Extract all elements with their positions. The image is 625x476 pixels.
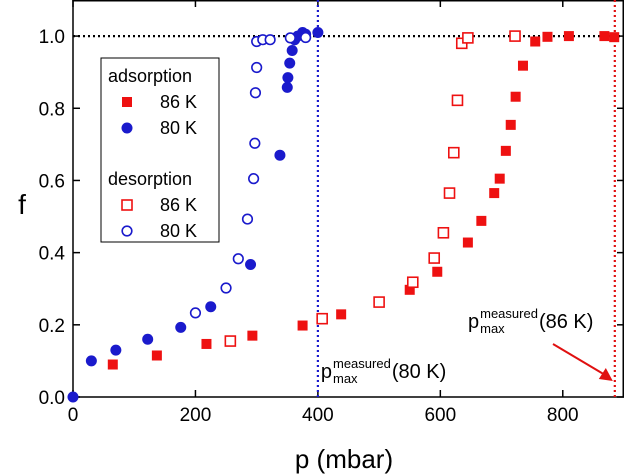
annotation-text: p (468, 311, 479, 333)
data-point (406, 276, 419, 289)
data-point (121, 199, 133, 211)
data-point (609, 32, 620, 43)
data-point (494, 173, 505, 184)
legend-label: 80 K (160, 221, 197, 241)
data-point (205, 301, 217, 313)
data-point (509, 30, 521, 42)
data-point (247, 330, 258, 341)
y-tick-label: 0.4 (39, 244, 66, 265)
data-point (248, 173, 260, 185)
data-point (517, 60, 528, 71)
data-point (85, 355, 97, 367)
data-point (462, 237, 473, 248)
data-point (510, 91, 521, 102)
data-point (505, 119, 516, 130)
data-point (274, 149, 286, 161)
data-point (142, 333, 154, 345)
data-point (297, 320, 308, 331)
annotation-sup: measured (480, 306, 538, 321)
x-tick-label: 200 (180, 405, 212, 426)
data-point (336, 309, 347, 320)
data-point (175, 321, 187, 333)
annotation-sub: max (333, 371, 358, 386)
y-axis-label: f (18, 189, 26, 220)
data-point (249, 137, 261, 149)
annotation-text: p (321, 361, 332, 383)
x-tick-label: 0 (68, 405, 79, 426)
data-point (201, 338, 212, 349)
data-point (121, 122, 133, 134)
x-tick-label: 800 (547, 405, 579, 426)
data-point (251, 61, 263, 74)
y-tick-label: 0.2 (39, 316, 65, 337)
data-point (462, 32, 474, 44)
data-point (316, 312, 328, 325)
data-point (443, 187, 456, 199)
data-point (599, 31, 610, 42)
data-point (282, 72, 294, 84)
y-tick-label: 1.0 (39, 27, 65, 48)
data-point (476, 215, 487, 226)
data-point (122, 97, 132, 107)
data-point (67, 391, 79, 403)
data-point (489, 188, 500, 199)
annotation-arrow (552, 343, 608, 377)
data-point (542, 31, 553, 42)
data-point (404, 284, 415, 295)
data-point (373, 296, 385, 308)
x-axis-label: p (mbar) (295, 444, 393, 474)
y-tick-label: 0.0 (39, 388, 65, 409)
data-point (189, 307, 202, 319)
data-point (224, 335, 237, 347)
data-point (241, 213, 254, 225)
data-point (264, 34, 276, 46)
annotation-tail: (80 K) (392, 361, 446, 383)
legend-label: 80 K (160, 118, 197, 138)
data-point (563, 31, 574, 42)
data-point (432, 266, 443, 277)
legend-label: 86 K (160, 92, 197, 112)
y-tick-label: 0.6 (39, 171, 65, 192)
y-tick-label: 0.8 (39, 99, 65, 120)
legend-label: 86 K (160, 195, 197, 215)
data-point (284, 32, 296, 44)
data-point (500, 145, 511, 156)
data-point (312, 26, 324, 38)
legend: adsorption 86 K 80 K desorption 86 K 80 K (100, 57, 220, 243)
legend-box (100, 57, 220, 243)
legend-group-title: desorption (108, 169, 192, 189)
data-point (220, 282, 232, 294)
legend-group-title: adsorption (108, 66, 192, 86)
data-point (110, 344, 122, 356)
annotation-arrowhead (598, 368, 613, 381)
annotation-tail: (86 K) (539, 311, 593, 333)
data-point (121, 225, 133, 237)
data-point (284, 57, 296, 69)
data-point (286, 45, 298, 57)
plot-frame (72, 0, 624, 398)
data-point (232, 253, 244, 265)
data-point (281, 81, 293, 93)
data-point (451, 94, 464, 107)
annotation-sub: max (480, 321, 505, 336)
data-point (151, 350, 162, 361)
data-point (448, 146, 460, 159)
data-point (107, 359, 118, 370)
annotation-sup: measured (333, 356, 391, 371)
data-point (249, 87, 262, 99)
data-point (428, 252, 441, 264)
data-point (530, 36, 541, 47)
data-point (300, 31, 312, 44)
x-tick-label: 600 (424, 405, 456, 426)
data-point (437, 226, 450, 239)
data-point (245, 259, 257, 271)
x-tick-label: 400 (302, 405, 334, 426)
